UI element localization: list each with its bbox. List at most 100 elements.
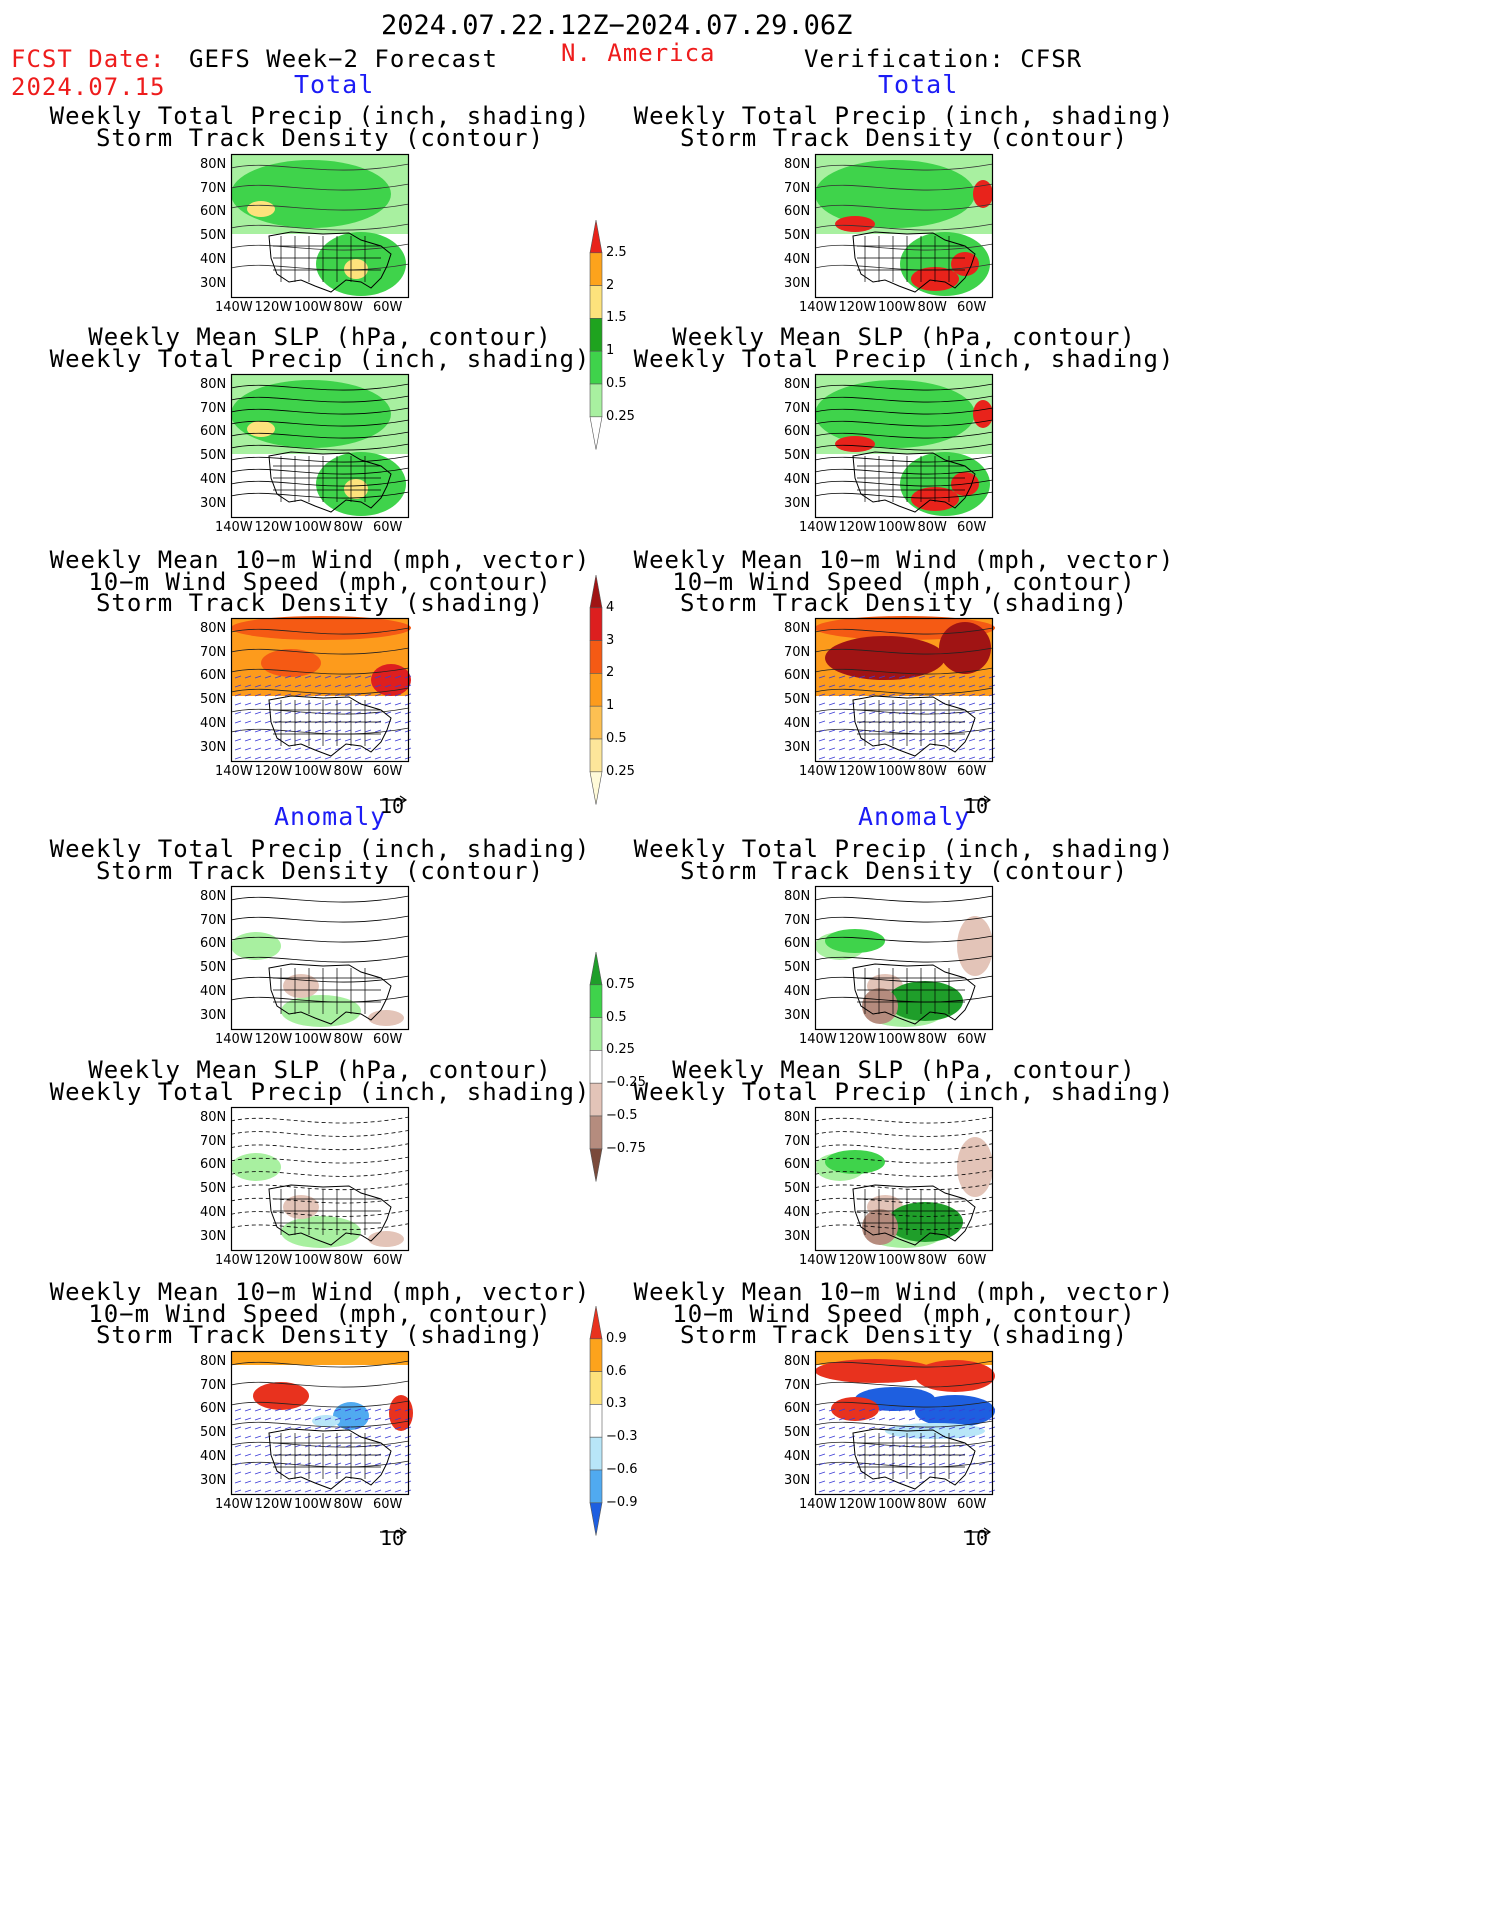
lon-tick-label: 60W: [373, 1032, 403, 1047]
usa-outline: [852, 963, 976, 1025]
wind-vector: [354, 1426, 362, 1430]
lon-tick-label: 80W: [917, 764, 947, 779]
map-frame: [814, 373, 994, 519]
contour-line: [230, 627, 410, 635]
wind-vector: [918, 1435, 926, 1439]
lat-tick-label: 80N: [200, 889, 227, 904]
lat-tick-label: 60N: [200, 424, 227, 440]
colorbar-tick-label: 3: [606, 632, 615, 648]
wind-vector: [888, 756, 896, 760]
wind-vector: [948, 711, 956, 715]
wind-vector: [958, 1462, 966, 1466]
shading-region: [815, 380, 975, 448]
wind-vector: [394, 693, 402, 697]
wind-vector: [334, 684, 342, 688]
shading-region: [389, 1395, 413, 1431]
wind-vector: [858, 756, 866, 760]
wind-vector: [878, 1480, 886, 1484]
lat-tick-label: 30N: [200, 275, 227, 291]
wind-vector: [254, 711, 262, 715]
wind-vector: [264, 1471, 272, 1475]
wind-vector: [284, 693, 292, 697]
colorbar-tick-label: 0.9: [606, 1330, 627, 1346]
wind-vector: [878, 1489, 886, 1493]
wind-vector: [838, 1408, 846, 1412]
wind-vector: [818, 1453, 826, 1457]
shading-region: [815, 1359, 935, 1383]
wind-vector: [848, 693, 856, 697]
wind-vector: [344, 675, 352, 679]
colorbar-swatch: [589, 984, 603, 1018]
wind-vector: [334, 1471, 342, 1475]
contour-line: [230, 467, 410, 475]
wind-vector: [244, 675, 252, 679]
panel-title-line: Weekly Mean SLP (hPa, contour): [672, 323, 1136, 351]
colorbar-swatch: [589, 1305, 603, 1340]
colorbar-tick-label: −0.25: [606, 1075, 646, 1091]
wind-vector: [254, 1426, 262, 1430]
colorbar-swatch: [589, 350, 603, 385]
panel-title-line: Weekly Total Precip (inch, shading): [633, 1077, 1175, 1106]
wind-vector: [858, 1462, 866, 1466]
wind-vector: [384, 675, 392, 679]
contour-line: [814, 203, 994, 211]
wind-vector: [868, 1462, 876, 1466]
contour-line: [814, 455, 994, 463]
wind-vector: [818, 693, 826, 697]
wind-vector: [334, 1462, 342, 1466]
wind-vector: [918, 711, 926, 715]
wind-vector: [868, 675, 876, 679]
colorbar-swatch: [589, 219, 603, 254]
wind-vector: [828, 693, 836, 697]
wind-vector: [928, 1426, 936, 1430]
wind-vector: [828, 1426, 836, 1430]
wind-vector: [878, 1435, 886, 1439]
wind-vector: [364, 693, 372, 697]
lat-tick-label: 60N: [200, 668, 227, 684]
wind-vector: [244, 1444, 252, 1448]
panel-title-line: Storm Track Density (shading): [95, 1321, 545, 1349]
wind-vector: [384, 702, 392, 706]
wind-vector: [928, 1471, 936, 1475]
colorbar-swatch: [589, 1338, 603, 1372]
lat-tick-label: 70N: [200, 912, 227, 928]
wind-vector: [858, 1426, 866, 1430]
wind-vector: [928, 711, 936, 715]
wind-vector: [838, 1462, 846, 1466]
lon-tick-label: 80W: [917, 1497, 947, 1512]
wind-vector: [384, 1417, 392, 1421]
panel-title-line: Storm Track Density (contour): [679, 123, 1129, 152]
wind-vector: [384, 738, 392, 742]
lat-tick-label: 60N: [784, 204, 811, 220]
wind-vector: [868, 1471, 876, 1475]
lat-tick-label: 50N: [200, 228, 227, 244]
wind-vector: [898, 747, 906, 751]
panel-title-line: Weekly Mean 10−m Wind (mph, vector): [49, 1278, 591, 1306]
wind-vector: [234, 1453, 242, 1457]
wind-vector: [908, 1444, 916, 1448]
wind-vector: [888, 1408, 896, 1412]
wind-vector: [898, 693, 906, 697]
vector-reference-label: 10: [380, 1526, 405, 1550]
wind-vector: [848, 738, 856, 742]
colorbar-tick-label: 4: [606, 599, 615, 615]
wind-vector: [364, 729, 372, 733]
wind-vector: [254, 729, 262, 733]
lat-tick-label: 50N: [784, 1181, 811, 1197]
wind-vector: [948, 756, 956, 760]
shading-region: [231, 932, 281, 960]
wind-vector: [314, 1471, 322, 1475]
wind-vector: [294, 702, 302, 706]
wind-vector: [264, 1489, 272, 1493]
wind-vector: [918, 729, 926, 733]
wind-vector: [848, 747, 856, 751]
wind-vector: [384, 684, 392, 688]
wind-vector: [828, 1408, 836, 1412]
contour-line: [230, 1183, 410, 1191]
wind-vector: [254, 1462, 262, 1466]
wind-vector: [878, 1444, 886, 1448]
shading-region: [825, 929, 885, 953]
contour-line: [230, 935, 410, 943]
wind-vector: [928, 747, 936, 751]
wind-vector: [334, 738, 342, 742]
